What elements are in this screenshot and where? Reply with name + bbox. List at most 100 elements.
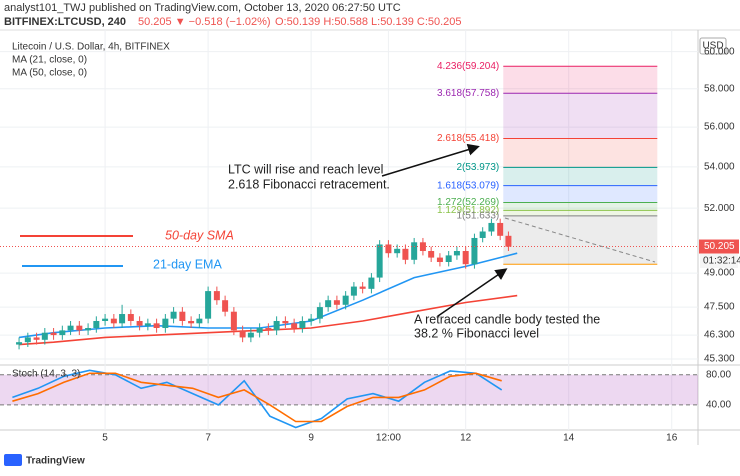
last-change: 50.205 ▼ −0.518 (−1.02%) bbox=[138, 16, 271, 28]
candle-body bbox=[93, 320, 100, 329]
stoch-line bbox=[12, 372, 502, 423]
fib-band bbox=[503, 167, 658, 186]
candle-body bbox=[102, 318, 109, 321]
candle-body bbox=[205, 291, 212, 319]
candle-body bbox=[16, 342, 23, 345]
legend-entry: MA (50, close, 0) bbox=[12, 68, 87, 79]
logo bbox=[4, 454, 22, 466]
candle-body bbox=[488, 222, 495, 232]
candle-body bbox=[462, 251, 469, 265]
candle-body bbox=[222, 300, 229, 312]
chart-title: Litecoin / U.S. Dollar, 4h, BITFINEX bbox=[12, 42, 170, 53]
candle-body bbox=[213, 291, 220, 301]
candle-body bbox=[445, 255, 452, 262]
fib-label: 1.618(53.079) bbox=[437, 180, 499, 191]
fib-label: 2.618(55.418) bbox=[437, 133, 499, 144]
candle-body bbox=[385, 244, 392, 254]
brand: TradingView bbox=[26, 456, 85, 467]
fib-band bbox=[503, 210, 658, 216]
candle-body bbox=[308, 318, 315, 321]
x-tick-label: 16 bbox=[666, 433, 678, 444]
stoch-line bbox=[12, 369, 503, 429]
candle-body bbox=[333, 300, 340, 305]
candle-body bbox=[230, 311, 237, 331]
candle-body bbox=[359, 286, 366, 289]
candle-body bbox=[291, 323, 298, 329]
annotation: LTC will rise and reach level bbox=[228, 162, 383, 176]
candle-body bbox=[342, 295, 349, 305]
candle-body bbox=[256, 328, 263, 333]
y-tick-label: 60.000 bbox=[704, 46, 735, 57]
fib-label: 2(53.973) bbox=[456, 162, 499, 173]
candle-body bbox=[196, 318, 203, 324]
candle-body bbox=[265, 328, 272, 331]
y-tick-label: 47.500 bbox=[704, 302, 735, 313]
y-tick-label: 45.300 bbox=[704, 354, 735, 365]
x-tick-label: 14 bbox=[563, 433, 575, 444]
candle-body bbox=[411, 242, 418, 260]
candle-body bbox=[59, 330, 66, 336]
candle-body bbox=[282, 320, 289, 324]
y-tick-label: 52.000 bbox=[704, 203, 735, 214]
candle-body bbox=[119, 314, 126, 324]
annotation: 21-day EMA bbox=[153, 257, 222, 271]
candle-body bbox=[453, 251, 460, 256]
x-tick-label: 12 bbox=[460, 433, 472, 444]
arrow bbox=[381, 143, 480, 177]
last-price-tag bbox=[699, 239, 739, 254]
candle-body bbox=[428, 251, 435, 258]
candle-body bbox=[24, 337, 31, 343]
stoch-title: Stoch (14, 3, 3) bbox=[12, 369, 80, 380]
candle-body bbox=[471, 237, 478, 265]
candle-body bbox=[239, 330, 246, 338]
header: analyst101_TWJ published on TradingView.… bbox=[4, 2, 401, 14]
candle-body bbox=[419, 242, 426, 252]
fib-band bbox=[503, 185, 658, 203]
annotation: 50-day SMA bbox=[165, 228, 234, 242]
legend-entry: MA (21, close, 0) bbox=[12, 55, 87, 66]
candle-body bbox=[127, 314, 134, 321]
fib-band bbox=[503, 202, 658, 211]
candle-body bbox=[170, 311, 177, 319]
candle-body bbox=[368, 277, 375, 289]
candle-body bbox=[299, 320, 306, 329]
candle-body bbox=[76, 325, 83, 331]
candle-body bbox=[325, 300, 332, 308]
symbol: BITFINEX:LTCUSD, 240 bbox=[4, 16, 126, 28]
x-tick-label: 7 bbox=[205, 433, 211, 444]
candle-body bbox=[497, 222, 504, 236]
currency-box bbox=[699, 37, 727, 55]
last-price-label: 50.205 bbox=[704, 241, 735, 252]
arrow bbox=[437, 268, 508, 317]
candle-body bbox=[505, 235, 512, 247]
candle-body bbox=[33, 337, 40, 340]
candle-body bbox=[436, 257, 443, 262]
y-tick-label: 40.00 bbox=[706, 400, 731, 411]
y-tick-label: 56.000 bbox=[704, 122, 735, 133]
candle-body bbox=[179, 311, 186, 321]
trend-line bbox=[504, 217, 656, 263]
candle-body bbox=[153, 323, 160, 329]
fib-band bbox=[503, 66, 658, 94]
candle-body bbox=[316, 307, 323, 319]
x-tick-label: 5 bbox=[102, 433, 108, 444]
candle-body bbox=[162, 318, 169, 329]
candle-body bbox=[85, 328, 92, 331]
candle-body bbox=[144, 323, 151, 326]
y-tick-label: 80.00 bbox=[706, 369, 731, 380]
candle-body bbox=[376, 244, 383, 278]
candle-body bbox=[136, 320, 143, 326]
currency: USD bbox=[702, 41, 723, 52]
candle-body bbox=[247, 332, 254, 338]
candle-body bbox=[350, 286, 357, 296]
fib-band bbox=[503, 93, 658, 139]
candle-body bbox=[50, 332, 57, 336]
countdown-box bbox=[700, 254, 738, 268]
candle-body bbox=[110, 318, 117, 324]
countdown: 01:32:14 bbox=[703, 256, 740, 267]
candle-body bbox=[41, 332, 48, 340]
x-tick-label: 12:00 bbox=[376, 433, 401, 444]
annotation: 2.618 Fibonacci retracement. bbox=[228, 177, 390, 191]
